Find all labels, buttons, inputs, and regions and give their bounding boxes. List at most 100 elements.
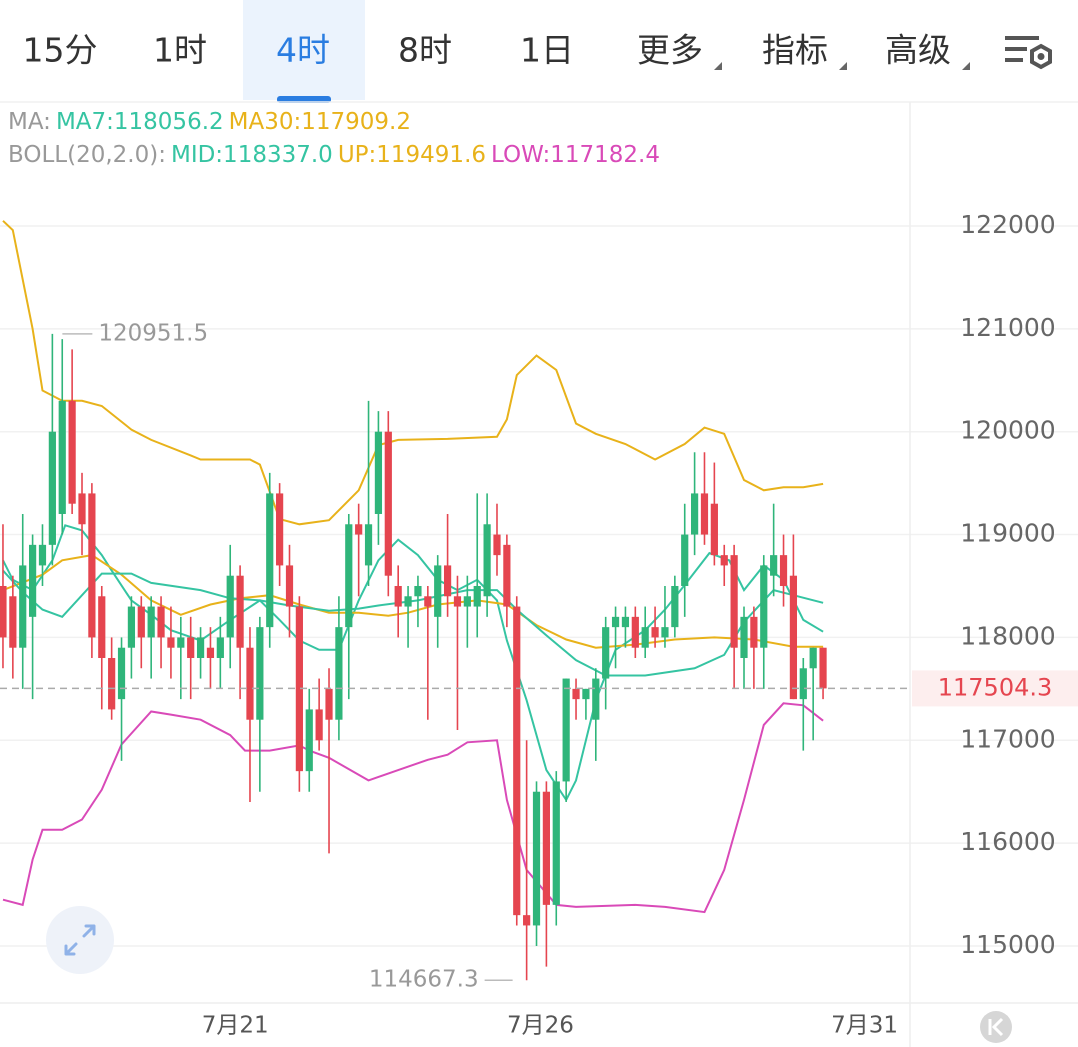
legend-entry: MA7:118056.2: [56, 109, 224, 135]
tab[interactable]: 8时: [398, 31, 452, 70]
candle-body: [364, 524, 373, 566]
candle-body: [671, 585, 679, 628]
candle-body: [710, 503, 718, 556]
x-tick-label: 7月31: [831, 1013, 898, 1039]
icon-hex: [1030, 43, 1052, 70]
candle-body: [513, 606, 521, 916]
y-tick-label: 115000: [960, 930, 1055, 959]
tab-label: 8时: [398, 31, 452, 70]
tab-label: 指标: [762, 31, 828, 70]
candle-body: [691, 493, 699, 535]
candle-body: [98, 596, 106, 658]
candle-body: [453, 596, 462, 607]
candle-body: [424, 596, 432, 607]
tab-label: 15分: [23, 31, 98, 70]
candle-body: [394, 585, 402, 607]
tab-label: 高级: [885, 31, 951, 70]
candle-body: [572, 688, 580, 700]
candle-body: [641, 627, 649, 648]
dropdown-arrow: [962, 62, 970, 70]
candle-body: [157, 606, 165, 638]
tab[interactable]: 指标: [762, 31, 847, 71]
candle-body: [493, 534, 501, 556]
candle-body: [216, 637, 224, 658]
y-tick-label: 120000: [960, 416, 1055, 445]
legend-entry: UP:119491.6: [338, 142, 486, 168]
candle-body: [137, 606, 145, 638]
candle-body: [661, 627, 669, 638]
candle-body: [305, 709, 313, 772]
candle-body: [266, 493, 274, 628]
candle-body: [523, 915, 531, 926]
tab[interactable]: 1日: [520, 31, 574, 70]
tab[interactable]: 1时: [153, 31, 207, 70]
icon-bar: [1005, 58, 1023, 62]
expand-button[interactable]: [46, 906, 114, 974]
candle-body: [562, 678, 570, 782]
candle-body: [117, 647, 126, 700]
indicator-line: [2, 702, 824, 914]
back-button[interactable]: [980, 1011, 1012, 1043]
candle-body: [256, 627, 264, 720]
candle-body: [532, 791, 541, 926]
legend-group: BOLL(20,2.0):: [8, 142, 166, 168]
low-label: 114667.3: [369, 967, 479, 993]
candle-body: [108, 657, 116, 710]
candle-body: [78, 493, 86, 525]
candle-body: [325, 688, 333, 720]
legend-entry: MA30:117909.2: [229, 109, 411, 135]
tab-label: 更多: [637, 31, 703, 70]
candle-body: [779, 555, 788, 586]
icon-dot: [1037, 53, 1045, 60]
candle-body: [226, 575, 234, 638]
candle-body: [700, 493, 709, 535]
icon-bar: [1005, 47, 1027, 51]
indicator-line: [2, 554, 824, 649]
candle-body: [542, 791, 550, 905]
y-tick-label: 121000: [960, 313, 1055, 342]
candle-body: [434, 565, 442, 617]
candle-body: [799, 668, 807, 700]
legend-entry: LOW:117182.4: [491, 142, 660, 168]
tab[interactable]: 15分: [23, 31, 98, 70]
dropdown-arrow: [839, 62, 847, 70]
candle-body: [443, 565, 452, 597]
candle-body: [187, 637, 195, 658]
candle-body: [345, 524, 353, 628]
candle-body: [68, 400, 76, 504]
candle-body: [196, 637, 205, 658]
tab[interactable]: 高级: [885, 31, 970, 71]
legend-entry: MID:118337.0: [171, 142, 333, 168]
button-bg: [46, 906, 114, 974]
candle-body: [127, 606, 136, 648]
y-tick-label: 122000: [960, 210, 1055, 239]
legend-group: MA:: [8, 109, 51, 135]
candle-body: [681, 534, 689, 586]
tab-label: 1日: [520, 31, 574, 70]
legend-row: BOLL(20,2.0): MID:118337.0 UP:119491.6 LOW:…: [8, 142, 660, 168]
candle-body: [770, 555, 778, 576]
y-tick-label: 119000: [960, 519, 1055, 548]
tab-label: 1时: [153, 31, 207, 70]
candle-body: [38, 544, 47, 566]
candle-body: [295, 606, 303, 772]
candle-body: [582, 688, 590, 700]
candle-body: [246, 647, 254, 720]
candle-body: [483, 524, 491, 597]
candle-body: [276, 493, 284, 566]
candle-body: [760, 565, 768, 648]
candle-body: [621, 616, 630, 628]
x-tick-label: 7月21: [202, 1013, 269, 1039]
tab[interactable]: 4时: [243, 0, 365, 103]
back-icon: [988, 1017, 1004, 1037]
candle-body: [0, 585, 7, 638]
settings-icon[interactable]: [1005, 36, 1052, 70]
candle-body: [236, 575, 244, 648]
candle-body: [19, 565, 27, 648]
candle-body: [552, 781, 560, 905]
candle-body: [374, 431, 383, 514]
tab[interactable]: 更多: [637, 31, 722, 71]
candle-body: [809, 647, 817, 669]
candle-body: [473, 585, 481, 607]
